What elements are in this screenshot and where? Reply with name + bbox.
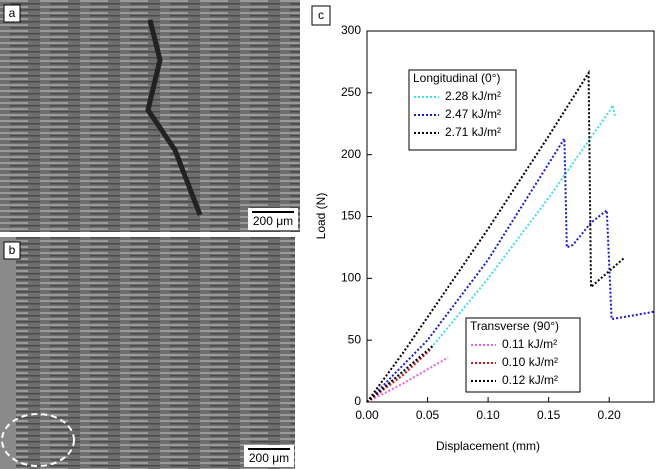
series-line bbox=[366, 69, 626, 403]
y-axis-title: Load (N) bbox=[314, 193, 328, 240]
legend-label: 2.71 kJ/m² bbox=[445, 125, 501, 139]
legend-box bbox=[465, 317, 581, 393]
scale-label: 200 μm bbox=[253, 214, 293, 228]
scale-label: 200 μm bbox=[249, 451, 289, 465]
x-tick-label: 0.05 bbox=[416, 408, 440, 422]
series-line bbox=[366, 135, 655, 403]
x-tick-label: 0.00 bbox=[355, 408, 379, 422]
x-tick-label: 0.20 bbox=[598, 408, 622, 422]
x-axis-title: Displacement (mm) bbox=[436, 439, 540, 453]
legend-label: 2.47 kJ/m² bbox=[445, 107, 501, 121]
panel-a: a 200 μm bbox=[0, 0, 300, 232]
legend-title: Longitudinal (0°) bbox=[413, 71, 501, 85]
y-tick-label: 150 bbox=[341, 209, 361, 223]
x-tick-label: 0.10 bbox=[476, 408, 500, 422]
legend-label: 0.11 kJ/m² bbox=[502, 337, 557, 351]
series-line bbox=[366, 344, 435, 403]
scale-box bbox=[248, 208, 298, 230]
legend-label: 0.12 kJ/m² bbox=[502, 373, 558, 387]
y-tick-label: 200 bbox=[341, 147, 361, 161]
panel-b: b 200 μm bbox=[0, 237, 295, 469]
y-tick-label: 250 bbox=[341, 85, 361, 99]
scale-box bbox=[244, 445, 294, 467]
series-line bbox=[366, 348, 432, 403]
legend-label: 2.28 kJ/m² bbox=[445, 89, 501, 103]
panel-label: b bbox=[9, 243, 16, 257]
sem-edge bbox=[0, 237, 16, 469]
legend-label: 0.10 kJ/m² bbox=[502, 355, 558, 369]
y-tick-label: 50 bbox=[348, 332, 362, 346]
highlight bbox=[1, 413, 75, 467]
legend-title: Transverse (90°) bbox=[470, 319, 559, 333]
y-tick-label: 100 bbox=[341, 271, 361, 285]
series-line bbox=[366, 356, 449, 403]
y-tick-label: 0 bbox=[354, 394, 361, 408]
y-tick-label: 300 bbox=[341, 23, 361, 37]
panel-label: a bbox=[9, 6, 16, 20]
crack bbox=[145, 19, 203, 216]
panel-label: c bbox=[318, 8, 324, 22]
x-tick-label: 0.15 bbox=[537, 408, 561, 422]
label-box bbox=[311, 5, 331, 26]
label-box bbox=[3, 4, 21, 23]
sem-image bbox=[0, 237, 295, 469]
label-box bbox=[3, 241, 21, 260]
legend-box bbox=[408, 69, 517, 151]
